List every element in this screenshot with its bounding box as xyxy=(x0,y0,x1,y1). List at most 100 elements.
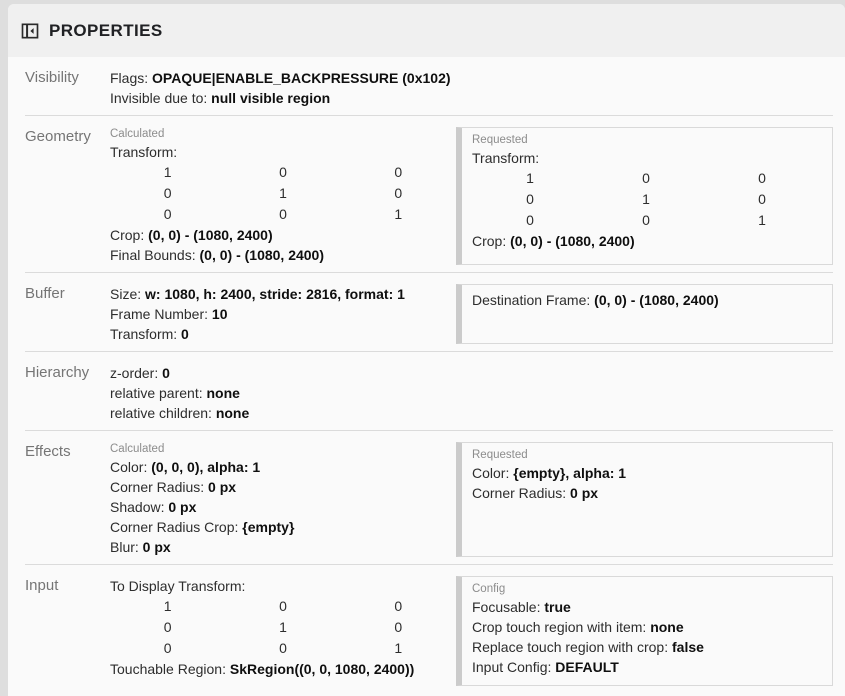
property-key: Size: xyxy=(110,286,142,302)
matrix-cell: 0 xyxy=(394,619,403,635)
property-line: Invisible due to: null visible region xyxy=(110,88,456,108)
matrix-cell: 1 xyxy=(163,598,172,614)
source-caption: Requested xyxy=(472,449,528,461)
property-key: Frame Number: xyxy=(110,306,209,322)
section-label: Effects xyxy=(25,443,71,460)
section-detail-column: Requested Color: {empty}, alpha: 1 Corner … xyxy=(456,442,833,557)
property-key: Crop: xyxy=(472,233,507,249)
matrix-cell: 0 xyxy=(642,212,650,228)
property-key: relative parent: xyxy=(110,385,203,401)
matrix-cell: 0 xyxy=(279,598,287,614)
property-value: 0 xyxy=(158,365,170,381)
property-line: Crop: (0, 0) - (1080, 2400) xyxy=(110,225,456,245)
property-key: Transform: xyxy=(472,150,540,166)
section-visibility: Visibility Flags: OPAQUE|ENABLE_BACKPRESS… xyxy=(25,57,833,116)
transform-matrix: 1 0 0 0 1 0 0 0 1 xyxy=(472,168,822,231)
section-detail-column: Config Focusable: true Crop touch region w… xyxy=(456,576,833,686)
section-buffer: Buffer Size: w: 1080, h: 2400, stride: 28… xyxy=(25,273,833,352)
property-value: {empty} xyxy=(238,519,295,535)
section-calculated-column: Calculated Transform: 1 0 0 0 1 0 0 0 1 Crop: (0, 0… xyxy=(110,127,456,265)
properties-header: PROPERTIES xyxy=(8,4,845,57)
matrix-cell: 1 xyxy=(758,212,766,228)
property-key: Corner Radius: xyxy=(110,479,205,495)
matrix-cell: 0 xyxy=(163,206,172,222)
property-line: Crop: (0, 0) - (1080, 2400) xyxy=(472,231,822,251)
source-caption: Config xyxy=(472,583,506,595)
property-line: Flags: OPAQUE|ENABLE_BACKPRESSURE (0x102… xyxy=(110,68,456,88)
property-line: Focusable: true xyxy=(472,597,822,617)
matrix-row: 1 0 0 xyxy=(110,596,456,617)
matrix-row: 0 0 1 xyxy=(110,638,456,659)
section-label: Buffer xyxy=(25,285,65,302)
matrix-cell: 1 xyxy=(394,206,403,222)
matrix-cell: 0 xyxy=(526,191,534,207)
matrix-cell: 0 xyxy=(394,164,403,180)
section-calculated-column: Calculated Color: (0, 0, 0), alpha: 1 Corn… xyxy=(110,442,456,557)
matrix-row: 0 0 1 xyxy=(110,204,456,225)
matrix-cell: 1 xyxy=(163,164,172,180)
property-key: Crop: xyxy=(110,227,145,243)
property-key: Transform: xyxy=(110,144,178,160)
property-value: none xyxy=(646,619,684,635)
property-value: (0, 0) - (1080, 2400) xyxy=(195,247,325,263)
property-line: Transform: xyxy=(110,142,456,162)
property-value: w: 1080, h: 2400, stride: 2816, format: … xyxy=(141,286,405,302)
property-key: Crop touch region with item: xyxy=(472,619,647,635)
property-line: Corner Radius: 0 px xyxy=(472,483,822,503)
property-value: false xyxy=(668,639,704,655)
matrix-cell: 0 xyxy=(758,191,766,207)
section-calculated-column: z-order: 0 relative parent: none relative … xyxy=(110,363,456,423)
matrix-row: 0 0 1 xyxy=(472,210,822,231)
property-value: 0 px xyxy=(204,479,237,495)
matrix-cell: 1 xyxy=(642,191,650,207)
property-line: Color: (0, 0, 0), alpha: 1 xyxy=(110,457,456,477)
property-line: z-order: 0 xyxy=(110,363,456,383)
matrix-cell: 0 xyxy=(279,206,287,222)
property-line: Destination Frame: (0, 0) - (1080, 2400) xyxy=(472,290,822,310)
property-key: Transform: xyxy=(110,326,178,342)
buffer-detail-box: Destination Frame: (0, 0) - (1080, 2400) xyxy=(456,284,833,344)
property-value: (0, 0) - (1080, 2400) xyxy=(590,292,719,308)
property-line: Final Bounds: (0, 0) - (1080, 2400) xyxy=(110,245,456,265)
geometry-detail-box: Requested Transform: 1 0 0 0 1 0 0 0 1 Crop: (0, 0)… xyxy=(456,127,833,265)
property-key: Invisible due to: xyxy=(110,90,208,106)
matrix-cell: 0 xyxy=(758,170,766,186)
matrix-row: 1 0 0 xyxy=(110,162,456,183)
section-detail-column: Requested Transform: 1 0 0 0 1 0 0 0 1 Crop: (0, 0)… xyxy=(456,127,833,265)
source-caption: Requested xyxy=(472,134,528,146)
transform-matrix: 1 0 0 0 1 0 0 0 1 xyxy=(110,596,456,659)
section-calculated-column: To Display Transform: 1 0 0 0 1 0 0 0 1 Touchable … xyxy=(110,576,456,686)
property-key: Color: xyxy=(472,465,510,481)
property-value: 0 xyxy=(177,326,189,342)
matrix-cell: 0 xyxy=(163,619,172,635)
source-caption: Calculated xyxy=(110,443,165,455)
property-value: OPAQUE|ENABLE_BACKPRESSURE (0x102) xyxy=(148,70,451,86)
section-effects: Effects Calculated Color: (0, 0, 0), alpha… xyxy=(25,431,833,565)
matrix-cell: 0 xyxy=(279,164,287,180)
properties-sections: Visibility Flags: OPAQUE|ENABLE_BACKPRESS… xyxy=(8,57,845,693)
left-panel-close-icon[interactable] xyxy=(20,21,40,41)
matrix-cell: 0 xyxy=(163,640,172,656)
property-line: Crop touch region with item: none xyxy=(472,617,822,637)
section-label: Input xyxy=(25,577,59,594)
property-value: DEFAULT xyxy=(551,659,619,675)
effects-detail-box: Requested Color: {empty}, alpha: 1 Corner … xyxy=(456,442,833,557)
matrix-cell: 0 xyxy=(279,640,287,656)
matrix-cell: 0 xyxy=(394,598,403,614)
property-line: Color: {empty}, alpha: 1 xyxy=(472,463,822,483)
section-label: Visibility xyxy=(25,69,79,86)
property-line: Replace touch region with crop: false xyxy=(472,637,822,657)
property-value: none xyxy=(202,385,240,401)
property-value: none xyxy=(211,405,250,421)
section-detail-column: Destination Frame: (0, 0) - (1080, 2400) xyxy=(456,284,833,344)
property-key: Final Bounds: xyxy=(110,247,196,263)
property-value: null visible region xyxy=(207,90,331,106)
input-detail-box: Config Focusable: true Crop touch region w… xyxy=(456,576,833,686)
property-key: Input Config: xyxy=(472,659,552,675)
property-line: Corner Radius Crop: {empty} xyxy=(110,517,456,537)
property-line: Shadow: 0 px xyxy=(110,497,456,517)
property-value: true xyxy=(540,599,571,615)
section-label: Geometry xyxy=(25,128,91,145)
property-value: 10 xyxy=(208,306,228,322)
section-hierarchy: Hierarchy z-order: 0 relative parent: none… xyxy=(25,352,833,431)
